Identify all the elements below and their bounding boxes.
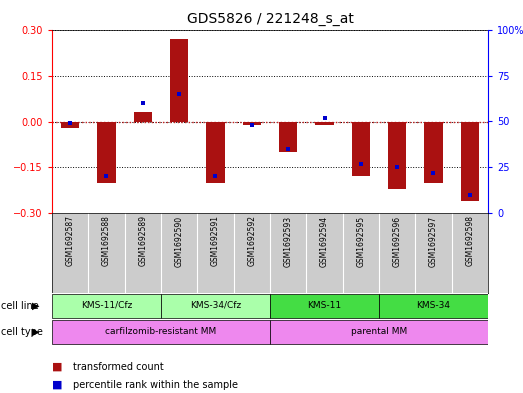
Text: ■: ■ bbox=[52, 380, 63, 390]
Bar bbox=[61, 121, 79, 128]
Text: KMS-34/Cfz: KMS-34/Cfz bbox=[190, 301, 241, 310]
Text: parental MM: parental MM bbox=[351, 327, 407, 336]
Text: ▶: ▶ bbox=[32, 301, 40, 311]
Text: GSM1692592: GSM1692592 bbox=[247, 215, 256, 266]
Text: GSM1692590: GSM1692590 bbox=[175, 215, 184, 266]
Text: GSM1692597: GSM1692597 bbox=[429, 215, 438, 266]
Text: GSM1692593: GSM1692593 bbox=[283, 215, 293, 266]
Text: ■: ■ bbox=[52, 362, 63, 372]
Text: percentile rank within the sample: percentile rank within the sample bbox=[73, 380, 238, 390]
Bar bbox=[379, 294, 488, 318]
Title: GDS5826 / 221248_s_at: GDS5826 / 221248_s_at bbox=[187, 12, 354, 26]
Bar bbox=[270, 320, 488, 344]
Bar bbox=[52, 294, 161, 318]
Text: GSM1692591: GSM1692591 bbox=[211, 215, 220, 266]
Bar bbox=[207, 121, 224, 182]
Bar bbox=[352, 121, 370, 176]
Text: transformed count: transformed count bbox=[73, 362, 164, 372]
Bar bbox=[161, 294, 270, 318]
Bar bbox=[425, 121, 442, 182]
Bar bbox=[315, 121, 334, 125]
Bar bbox=[134, 112, 152, 121]
Bar bbox=[243, 121, 261, 125]
Text: GSM1692588: GSM1692588 bbox=[102, 215, 111, 266]
Bar bbox=[52, 320, 270, 344]
Text: carfilzomib-resistant MM: carfilzomib-resistant MM bbox=[105, 327, 217, 336]
Bar bbox=[270, 294, 379, 318]
Text: GSM1692589: GSM1692589 bbox=[138, 215, 147, 266]
Text: cell line: cell line bbox=[1, 301, 39, 311]
Text: GSM1692598: GSM1692598 bbox=[465, 215, 474, 266]
Text: ▶: ▶ bbox=[32, 327, 40, 337]
Bar bbox=[97, 121, 116, 182]
Text: cell type: cell type bbox=[1, 327, 43, 337]
Text: GSM1692587: GSM1692587 bbox=[66, 215, 75, 266]
Bar bbox=[279, 121, 297, 152]
Text: KMS-34: KMS-34 bbox=[416, 301, 450, 310]
Text: KMS-11/Cfz: KMS-11/Cfz bbox=[81, 301, 132, 310]
Text: GSM1692594: GSM1692594 bbox=[320, 215, 329, 266]
Bar bbox=[388, 121, 406, 189]
Text: GSM1692595: GSM1692595 bbox=[356, 215, 366, 266]
Text: GSM1692596: GSM1692596 bbox=[393, 215, 402, 266]
Bar bbox=[170, 39, 188, 121]
Bar bbox=[461, 121, 479, 201]
Text: KMS-11: KMS-11 bbox=[308, 301, 342, 310]
